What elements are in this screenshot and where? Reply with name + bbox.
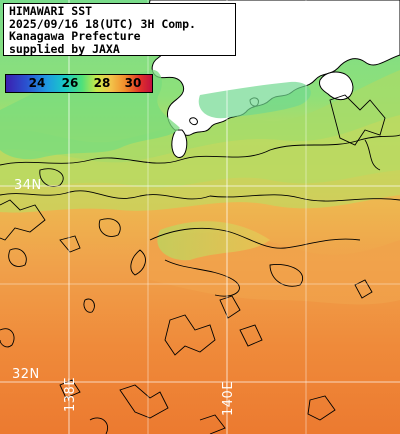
supplier-label: supplied by JAXA	[9, 41, 120, 56]
greenish-belt	[0, 115, 400, 213]
timestamp-label: 2025/09/16 18(UTC) 3H Comp.	[9, 16, 196, 31]
lon-label-140e: 140E	[221, 380, 236, 416]
lat-label-32n: 32N	[12, 367, 40, 382]
legend-tick-30: 30	[124, 76, 142, 90]
color-scale-legend: 24 26 28 30	[5, 74, 153, 93]
color-scale-bar	[6, 75, 152, 92]
land-izu-peninsula	[171, 129, 188, 158]
lat-label-34n: 34N	[14, 178, 42, 193]
sst-contours	[0, 94, 400, 434]
land-small-island	[189, 117, 198, 126]
header-info-box: HIMAWARI SST 2025/09/16 18(UTC) 3H Comp.…	[3, 3, 236, 56]
legend-tick-28: 28	[93, 76, 111, 90]
legend-tick-26: 26	[61, 76, 79, 90]
legend-tick-24: 24	[28, 76, 46, 90]
product-title: HIMAWARI SST	[9, 4, 93, 18]
lon-label-138e: 138E	[63, 376, 78, 412]
land-boso-peninsula	[319, 71, 354, 101]
cooler-patch	[157, 221, 270, 261]
region-label: Kanagawa Prefecture	[9, 29, 141, 43]
